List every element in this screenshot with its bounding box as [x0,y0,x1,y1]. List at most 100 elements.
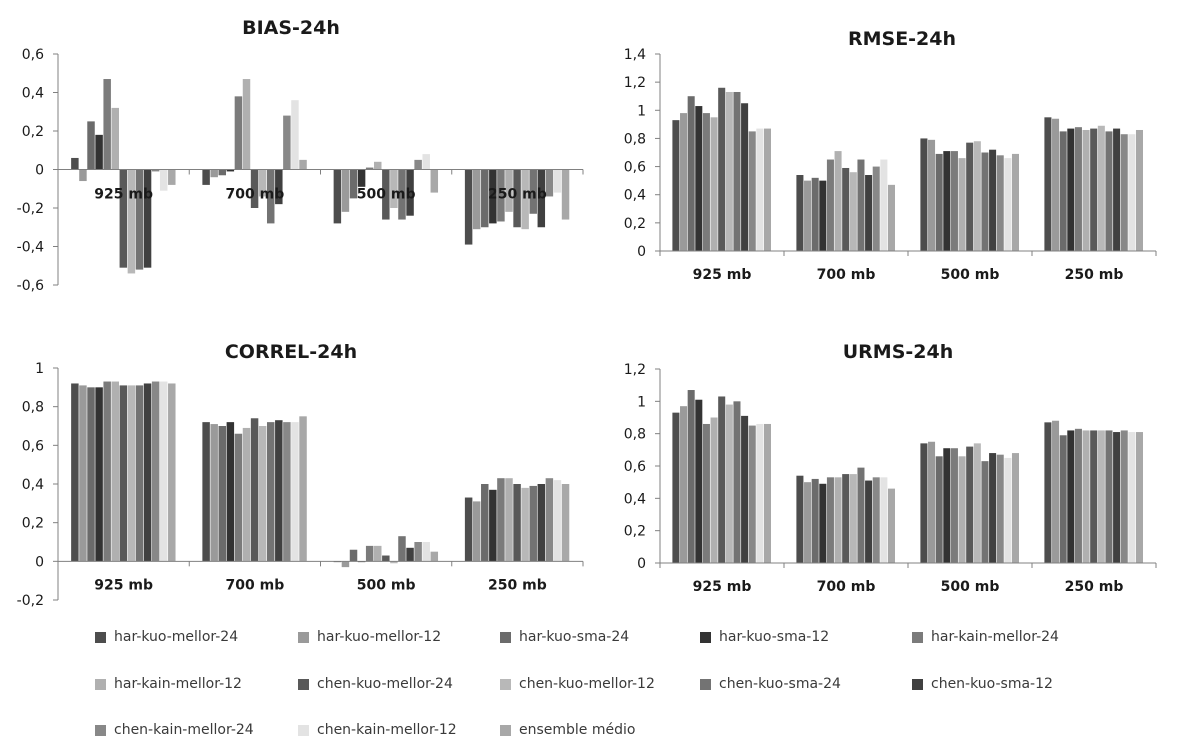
x-category-label: 250 mb [488,577,547,593]
bar [529,485,537,562]
bar [1128,134,1136,251]
chart-panel: CORREL-24h -0,2 0 0,2 0,4 0,6 0,8 1 925 mb 700 mb… [17,341,584,609]
y-tick-label: 1 [35,361,44,377]
bar [819,180,827,251]
bar [733,91,741,252]
bar [966,446,974,563]
x-category-label: 250 mb [1065,579,1124,595]
x-category-label: 500 mb [357,187,416,203]
bar [79,169,87,182]
y-tick-label: 0,6 [624,459,646,475]
bar [111,107,119,170]
bar [718,396,726,563]
bar [725,91,733,252]
bar [382,169,390,220]
bar [1090,430,1098,563]
y-tick-label: 0,2 [624,216,646,232]
x-category-label: 700 mb [226,187,285,203]
y-tick-label: 0,2 [624,524,646,540]
x-category-label: 925 mb [94,187,153,203]
x-category-label: 925 mb [693,267,752,283]
bar [489,169,497,224]
bar [1105,131,1113,251]
x-category-label: 700 mb [817,579,876,595]
bar [1120,134,1128,251]
bar [333,169,342,224]
bar [71,157,79,170]
bar [826,477,834,563]
bar [672,412,680,563]
bar [87,121,95,170]
y-tick-label: 0,4 [22,86,44,102]
bar [472,501,481,562]
bar [834,477,842,563]
x-category-label: 500 mb [941,267,1000,283]
bar [497,169,505,222]
y-tick-label: 1,4 [624,47,646,63]
bar [95,387,103,562]
bar [680,113,688,251]
bar [857,467,865,563]
bar [1052,420,1060,563]
bar [497,478,505,562]
bar [1097,125,1105,251]
bar [796,175,804,251]
bar [804,180,812,251]
y-tick-label: 0,4 [22,477,44,493]
y-tick-label: -0,4 [17,240,44,256]
bar [210,424,218,562]
x-category-label: 500 mb [357,577,416,593]
bar [234,96,243,170]
bar [513,169,521,228]
bar [1067,128,1075,251]
y-tick-label: -0,2 [17,201,44,217]
bar [398,536,406,562]
bar [218,426,227,562]
bar [1074,428,1082,563]
bar [811,478,819,563]
bar [127,385,136,562]
y-tick-label: 0 [35,163,44,179]
bar [430,169,439,193]
bar [242,427,251,562]
bar [374,161,382,170]
bar [695,106,703,251]
y-tick-label: 0,6 [22,438,44,454]
bar [537,484,546,562]
bar [748,131,756,251]
bar [1067,430,1075,563]
bar [966,142,974,251]
y-tick-label: 1,2 [624,362,646,378]
bar [1052,118,1060,251]
bar [127,169,136,274]
bar [202,169,210,185]
bar [695,399,703,563]
bar [842,167,850,251]
y-tick-label: 0,4 [624,491,646,507]
bar [1044,422,1052,563]
bar [865,175,873,251]
bar [989,149,997,251]
bar [842,474,850,563]
bar [718,87,726,252]
bar [826,159,834,251]
chart-panel: RMSE-24h 0 0,2 0,4 0,6 0,8 1 1,2 1,4 925 mb 700 mb… [624,28,1157,283]
bar [505,478,513,562]
bar [561,484,570,562]
bar [119,385,128,562]
bar [143,383,152,562]
y-tick-label: 0 [35,554,44,570]
bar [545,478,554,562]
bar [973,443,981,563]
bar [390,561,398,564]
bar [390,169,398,208]
bar [143,169,152,268]
bar [226,422,235,562]
y-tick-label: 0,8 [624,427,646,443]
bar [834,151,842,251]
bar [521,169,529,230]
bar [756,423,764,563]
bar [111,381,119,562]
bar [481,169,489,228]
